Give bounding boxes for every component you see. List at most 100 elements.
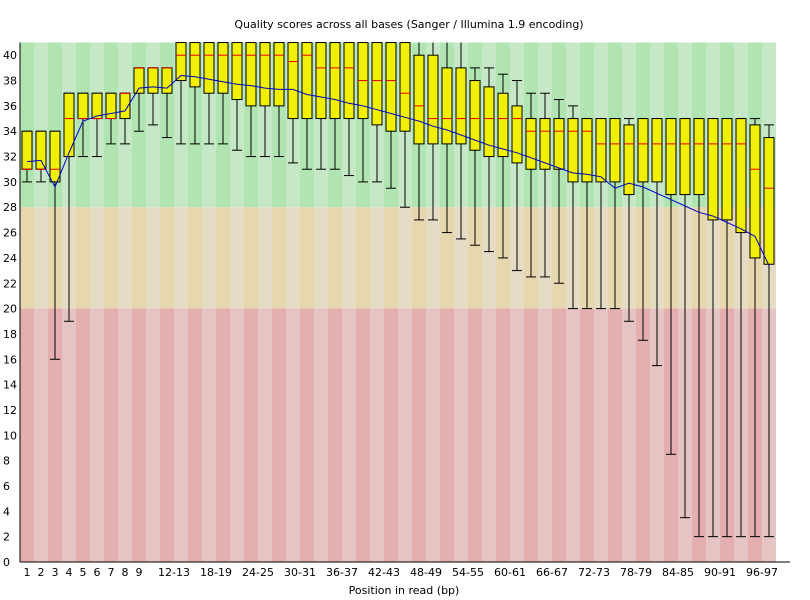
iqr-box: [315, 42, 327, 120]
zone-reasonable-band: [384, 207, 398, 309]
iqr-box: [427, 54, 439, 145]
box-86-87: [679, 118, 691, 519]
iqr-box: [105, 92, 117, 120]
iqr-box: [735, 118, 747, 234]
y-tick-label: 18: [3, 328, 17, 341]
x-tick-label: 42-43: [368, 566, 400, 579]
x-tick-label: 36-37: [326, 566, 358, 579]
box-48-49: [413, 42, 425, 221]
iqr-box: [203, 42, 215, 94]
chart-title: Quality scores across all bases (Sanger …: [234, 18, 583, 31]
zone-reasonable-band: [300, 207, 314, 309]
zone-poor-band: [174, 308, 188, 562]
iqr-box: [721, 118, 733, 221]
box-68-69: [553, 99, 565, 284]
iqr-box: [665, 118, 677, 196]
iqr-box: [287, 42, 299, 120]
box-88-89: [693, 118, 705, 538]
zone-poor-band: [20, 308, 34, 562]
zone-reasonable-band: [482, 207, 496, 309]
y-tick-label: 16: [3, 353, 17, 366]
box-12-13: [161, 67, 173, 139]
box-8: [119, 92, 131, 145]
zone-poor-band: [468, 308, 482, 562]
y-tick-label: 14: [3, 379, 17, 392]
x-tick-label: 5: [80, 566, 87, 579]
iqr-box: [553, 118, 565, 170]
iqr-box: [707, 118, 719, 221]
box-46-47: [399, 42, 411, 208]
x-tick-label: 4: [66, 566, 73, 579]
y-tick-label: 30: [3, 176, 17, 189]
box-30-31: [287, 42, 299, 164]
y-tick-label: 8: [3, 455, 10, 468]
zone-reasonable-band: [356, 207, 370, 309]
y-tick-label: 40: [3, 49, 17, 62]
iqr-box: [63, 92, 75, 158]
iqr-box: [525, 118, 537, 170]
box-56-57: [469, 67, 481, 246]
x-tick-label: 2: [38, 566, 45, 579]
y-tick-label: 36: [3, 100, 17, 113]
box-60-61: [497, 73, 509, 259]
zone-reasonable-band: [90, 207, 104, 309]
iqr-box: [301, 42, 313, 120]
zone-reasonable-band: [412, 207, 426, 309]
zone-poor-band: [286, 308, 300, 562]
y-tick-label: 22: [3, 277, 17, 290]
iqr-box: [595, 118, 607, 183]
box-3: [49, 130, 61, 360]
box-34-35: [315, 42, 327, 170]
box-18-19: [203, 42, 215, 145]
x-tick-label: 90-91: [704, 566, 736, 579]
zone-poor-band: [90, 308, 104, 562]
box-6: [91, 92, 103, 158]
iqr-box: [497, 92, 509, 158]
box-1: [21, 130, 33, 183]
box-80-81: [637, 118, 649, 341]
box-70-71: [567, 105, 579, 310]
iqr-box: [231, 42, 243, 101]
box-94-95: [735, 118, 747, 538]
box-9: [133, 67, 145, 132]
zone-reasonable-band: [272, 207, 286, 309]
box-14-15: [175, 42, 187, 145]
x-tick-label: 1: [24, 566, 31, 579]
zone-poor-band: [412, 308, 426, 562]
zone-poor-band: [524, 308, 538, 562]
zone-reasonable-band: [146, 207, 160, 309]
iqr-box: [693, 118, 705, 196]
zone-reasonable-band: [132, 207, 146, 309]
iqr-box: [91, 92, 103, 120]
zone-reasonable-band: [174, 207, 188, 309]
zone-reasonable-band: [286, 207, 300, 309]
zone-reasonable-band: [454, 207, 468, 309]
x-tick-label: 60-61: [494, 566, 526, 579]
y-tick-label: 4: [3, 505, 10, 518]
mean-line: [26, 74, 770, 266]
zone-reasonable-band: [426, 207, 440, 309]
box-4: [63, 92, 75, 322]
zone-poor-band: [34, 308, 48, 562]
x-axis-label: Position in read (bp): [349, 584, 460, 597]
zone-poor-band: [496, 308, 510, 562]
zone-poor-band: [622, 308, 636, 562]
zone-poor-band: [580, 308, 594, 562]
box-62-63: [511, 80, 523, 272]
y-tick-label: 24: [3, 252, 17, 265]
box-76-77: [609, 118, 621, 310]
zone-poor-band: [650, 308, 664, 562]
x-tick-label: 72-73: [578, 566, 610, 579]
y-tick-label: 12: [3, 404, 17, 417]
x-tick-label: 3: [52, 566, 59, 579]
zone-poor-band: [594, 308, 608, 562]
x-tick-label: 66-67: [536, 566, 568, 579]
x-tick-label: 12-13: [158, 566, 190, 579]
zone-poor-band: [454, 308, 468, 562]
zone-poor-band: [244, 308, 258, 562]
iqr-box: [245, 42, 257, 107]
box-5: [77, 92, 89, 158]
iqr-box: [455, 67, 467, 145]
x-tick-label: 54-55: [452, 566, 484, 579]
